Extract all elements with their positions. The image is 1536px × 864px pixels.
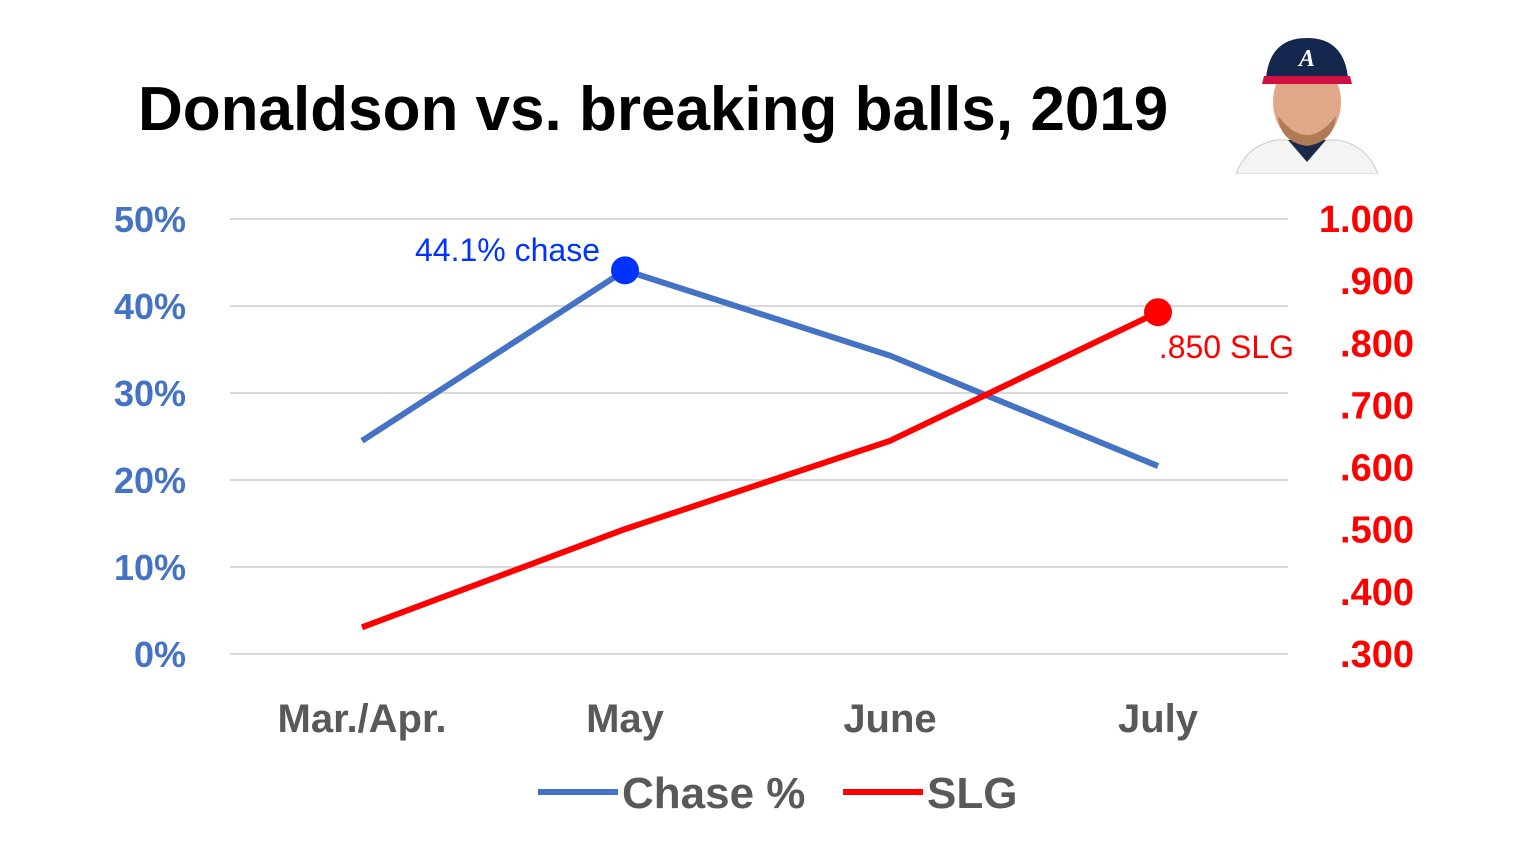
y-left-tick-label: 0% [134, 634, 186, 675]
series-line-slg [360, 309, 1160, 631]
y-right-tick-label: .900 [1340, 261, 1414, 303]
legend-label-slg: SLG [927, 769, 1017, 818]
y-left-tick-label: 50% [114, 199, 186, 240]
y-right-tick-label: 1.000 [1319, 199, 1414, 241]
slg-annotation: .850 SLG [1159, 329, 1294, 365]
legend-label-chase: Chase % [622, 769, 805, 818]
x-tick-label: May [586, 697, 665, 741]
svg-text:A: A [1297, 46, 1315, 72]
player-headshot: A [1236, 38, 1378, 174]
y-left-tick-label: 10% [114, 547, 186, 588]
chase-peak-marker [611, 256, 639, 285]
y-left-tick-label: 40% [114, 286, 186, 327]
y-right-tick-label: .800 [1340, 323, 1414, 365]
slg-peak-marker [1144, 298, 1172, 327]
x-tick-label: July [1118, 697, 1199, 741]
x-tick-label: Mar./Apr. [278, 697, 447, 741]
y-right-tick-label: .300 [1340, 634, 1414, 676]
y-right-tick-label: .700 [1340, 385, 1414, 427]
chart-title: Donaldson vs. breaking balls, 2019 [138, 75, 1169, 144]
x-tick-label: June [843, 697, 936, 741]
y-right-tick-label: .600 [1340, 448, 1414, 490]
chase-annotation: 44.1% chase [415, 232, 600, 268]
y-left-tick-label: 30% [114, 373, 186, 414]
y-right-tick-label: .400 [1340, 572, 1414, 614]
y-right-tick-label: .500 [1340, 510, 1414, 552]
y-left-tick-label: 20% [114, 460, 186, 501]
series-line-chase [360, 267, 1160, 469]
